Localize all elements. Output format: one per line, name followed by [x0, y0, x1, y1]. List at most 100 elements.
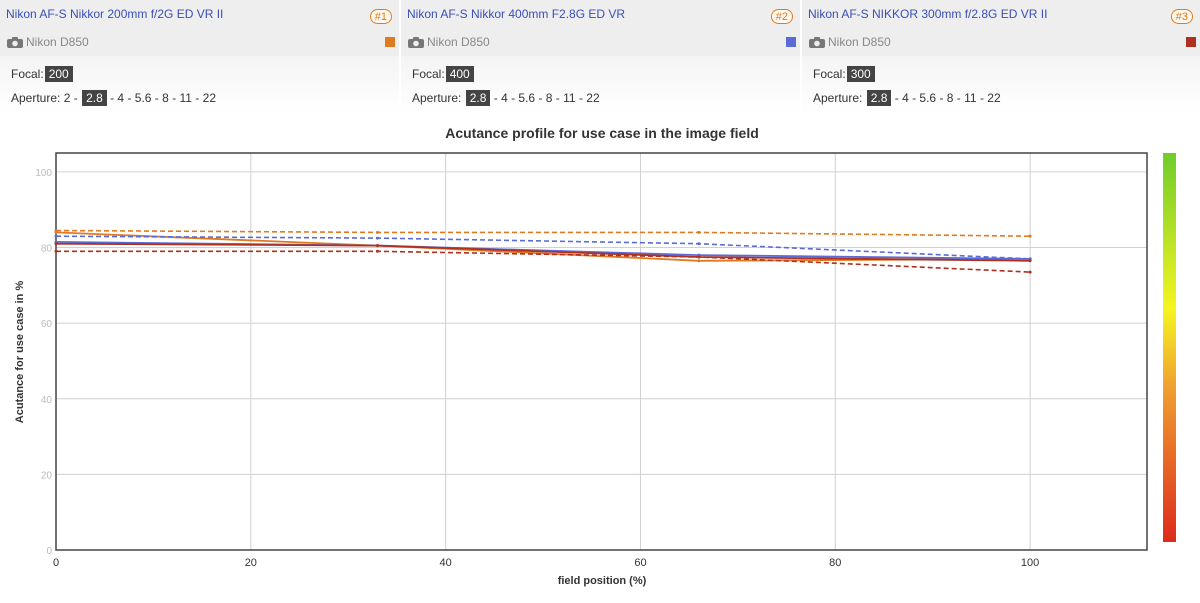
- aperture-separator: -: [976, 91, 988, 105]
- x-tick-label: 40: [440, 557, 452, 569]
- camera-row: Nikon D850: [6, 35, 89, 49]
- lens-settings-1: Focal: 200 Aperture: 2 - 2.8 - 4 - 5.6 - …: [0, 56, 399, 114]
- aperture-option[interactable]: 5.6: [919, 91, 937, 105]
- aperture-separator: -: [151, 91, 163, 105]
- camera-row: Nikon D850: [407, 35, 490, 49]
- focal-row: Focal: 400: [412, 66, 474, 82]
- aperture-option[interactable]: 4: [501, 91, 508, 105]
- aperture-option[interactable]: 2.8: [866, 90, 892, 106]
- color-scale-bar: [1163, 153, 1176, 542]
- aperture-separator: -: [70, 91, 82, 105]
- x-tick-label: 20: [245, 557, 257, 569]
- aperture-separator: -: [490, 91, 502, 105]
- data-point: [375, 249, 379, 253]
- acutance-chart: Acutance profile for use case in the ima…: [14, 125, 1176, 587]
- aperture-option[interactable]: 2: [63, 91, 71, 105]
- aperture-label: Aperture:: [813, 91, 863, 105]
- aperture-option[interactable]: 4: [117, 91, 125, 105]
- series-layer: [54, 229, 1032, 274]
- lens-badge[interactable]: #3: [1170, 9, 1193, 24]
- series-line-lens3-solid[interactable]: [55, 242, 1031, 262]
- lens-badge[interactable]: #2: [770, 9, 793, 24]
- aperture-option[interactable]: 11: [563, 91, 576, 105]
- series-line-lens1-solid[interactable]: [55, 231, 1031, 262]
- series-color-swatch: [786, 37, 796, 47]
- focal-value[interactable]: 200: [44, 66, 73, 82]
- camera-row: Nikon D850: [808, 35, 891, 49]
- aperture-separator: -: [575, 91, 587, 105]
- y-tick-label: 80: [41, 244, 53, 255]
- series-line-lens1-dashed[interactable]: [55, 229, 1031, 237]
- aperture-row: Aperture: 2.8 - 4 - 5.6 - 8 - 11 - 22: [813, 90, 1001, 106]
- y-tick-label: 100: [35, 168, 52, 179]
- x-tick-label: 0: [53, 557, 59, 569]
- aperture-separator: -: [106, 91, 118, 105]
- y-tick-label: 20: [41, 470, 53, 481]
- aperture-option[interactable]: 22: [586, 91, 600, 105]
- data-point: [375, 236, 379, 240]
- plot-area-border: [55, 152, 1148, 551]
- data-point: [54, 234, 58, 238]
- camera-name: Nikon D850: [26, 35, 89, 49]
- y-tick-label: 60: [41, 319, 53, 330]
- focal-label: Focal:: [412, 67, 445, 81]
- camera-icon: [809, 37, 825, 48]
- aperture-row: Aperture: 2.8 - 4 - 5.6 - 8 - 11 - 22: [412, 90, 600, 106]
- aperture-separator: -: [191, 91, 203, 105]
- data-point: [54, 229, 58, 233]
- aperture-option[interactable]: 8: [545, 91, 553, 105]
- aperture-separator: -: [507, 91, 519, 105]
- lens-badge[interactable]: #1: [369, 9, 392, 24]
- aperture-option[interactable]: 2.8: [465, 90, 491, 106]
- aperture-separator: -: [953, 91, 965, 105]
- lens-card-1: Nikon AF-S Nikkor 200mm f/2G ED VR II #1…: [0, 0, 399, 56]
- aperture-option[interactable]: 11: [179, 91, 192, 105]
- aperture-option[interactable]: 8: [946, 91, 954, 105]
- aperture-option[interactable]: 4: [902, 91, 909, 105]
- focal-value[interactable]: 400: [445, 66, 474, 82]
- camera-icon: [408, 37, 424, 48]
- aperture-separator: -: [891, 91, 903, 105]
- data-point: [697, 242, 701, 246]
- lens-name-link[interactable]: Nikon AF-S NIKKOR 300mm f/2.8G ED VR II: [808, 7, 1048, 21]
- y-axis-label: Acutance for use case in %: [14, 281, 26, 424]
- series-line-lens2-dashed[interactable]: [55, 235, 1031, 260]
- chart-title: Acutance profile for use case in the ima…: [445, 125, 759, 141]
- aperture-separator: -: [168, 91, 180, 105]
- aperture-option[interactable]: 11: [964, 91, 977, 105]
- y-tick-label: 0: [46, 546, 52, 557]
- aperture-option[interactable]: 5.6: [518, 91, 536, 105]
- axis-ticks: 0 20 40 60 80 100 0 20 40 60 80 100: [35, 168, 1039, 569]
- camera-icon: [7, 37, 23, 48]
- data-point: [375, 230, 379, 234]
- data-point: [1028, 270, 1032, 274]
- focal-value[interactable]: 300: [846, 66, 875, 82]
- aperture-option[interactable]: 22: [987, 91, 1001, 105]
- aperture-separator: -: [936, 91, 947, 105]
- series-color-swatch: [1186, 37, 1196, 47]
- aperture-row: Aperture: 2 - 2.8 - 4 - 5.6 - 8 - 11 - 2…: [11, 90, 216, 106]
- focal-row: Focal: 200: [11, 66, 73, 82]
- aperture-option[interactable]: 22: [202, 91, 216, 105]
- camera-name: Nikon D850: [828, 35, 891, 49]
- data-point: [697, 259, 701, 263]
- aperture-separator: -: [908, 91, 920, 105]
- lens-settings-3: Focal: 300 Aperture: 2.8 - 4 - 5.6 - 8 - …: [802, 56, 1200, 114]
- aperture-label: Aperture:: [412, 91, 462, 105]
- aperture-option[interactable]: 5.6: [134, 91, 152, 105]
- lens-settings-2: Focal: 400 Aperture: 2.8 - 4 - 5.6 - 8 - …: [401, 56, 800, 114]
- lens-name-link[interactable]: Nikon AF-S Nikkor 200mm f/2G ED VR II: [6, 7, 224, 21]
- aperture-option[interactable]: 8: [162, 91, 169, 105]
- series-line-lens3-dashed[interactable]: [56, 250, 1031, 273]
- focal-row: Focal: 300: [813, 66, 875, 82]
- aperture-separator: -: [124, 91, 135, 105]
- lens-card-3: Nikon AF-S NIKKOR 300mm f/2.8G ED VR II …: [802, 0, 1200, 56]
- aperture-separator: -: [535, 91, 546, 105]
- camera-name: Nikon D850: [427, 35, 490, 49]
- data-point: [54, 249, 58, 253]
- data-point: [697, 230, 701, 234]
- aperture-separator: -: [552, 91, 564, 105]
- data-point: [375, 244, 379, 248]
- lens-name-link[interactable]: Nikon AF-S Nikkor 400mm F2.8G ED VR: [407, 7, 626, 21]
- aperture-option[interactable]: 2.8: [82, 90, 107, 106]
